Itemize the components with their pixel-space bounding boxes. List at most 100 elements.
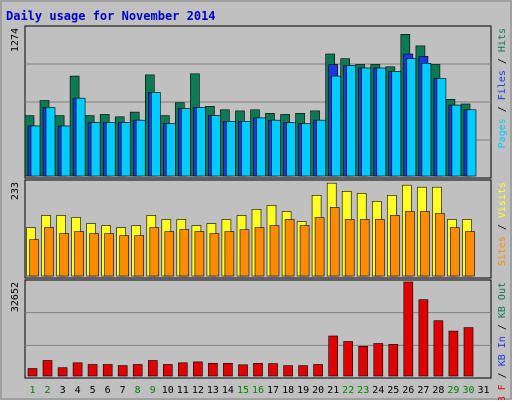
bar: [433, 320, 444, 377]
x-tick-label: 14: [222, 385, 234, 396]
bar: [181, 108, 191, 177]
bar: [27, 368, 38, 377]
legend-entry: Visits: [497, 182, 508, 218]
legend-entry: Pages: [497, 118, 508, 148]
bar: [193, 361, 203, 377]
legend-entry: /: [497, 366, 508, 384]
legend-entry: /: [497, 52, 508, 70]
legend-entry: KB Out: [497, 282, 508, 318]
x-tick-label: 10: [162, 385, 174, 396]
x-tick-label: 12: [192, 385, 204, 396]
bar: [87, 364, 98, 377]
bar: [42, 360, 53, 377]
bar: [435, 213, 445, 277]
bar: [60, 125, 71, 177]
bar: [284, 219, 295, 277]
legend-entry: /: [497, 218, 508, 236]
x-tick-label: 25: [387, 385, 399, 396]
bar: [271, 119, 281, 177]
bar: [465, 231, 475, 277]
bar: [224, 231, 235, 277]
bar: [226, 121, 236, 177]
bar: [45, 107, 56, 177]
bar: [391, 71, 402, 177]
bar: [253, 362, 263, 377]
bar: [269, 225, 280, 277]
bar: [376, 67, 387, 177]
bar: [29, 239, 39, 277]
bar: [299, 225, 310, 277]
x-tick-label: 17: [267, 385, 279, 396]
x-tick-label: 31: [477, 385, 489, 396]
x-tick-label: 1: [29, 385, 35, 396]
legend-entry: Hits: [497, 28, 508, 52]
bar: [450, 227, 460, 277]
x-tick-label: 4: [75, 385, 81, 396]
bar: [389, 215, 400, 277]
series-kb-f: [27, 281, 474, 377]
bar: [179, 229, 190, 277]
bar: [404, 211, 415, 277]
legend-entry: KB In: [497, 336, 508, 366]
x-tick-label: 15: [237, 385, 249, 396]
x-tick-label: 16: [252, 385, 264, 396]
legend-entry: KB F: [497, 384, 508, 400]
bar: [72, 362, 83, 377]
y-max-label: 1274: [10, 28, 21, 52]
panel-visits-sites: 233 Sites / Visits: [10, 179, 508, 279]
bar: [132, 364, 143, 377]
bar: [436, 78, 447, 177]
bar: [241, 121, 251, 177]
bar: [208, 362, 218, 377]
x-tick-label: 11: [177, 385, 189, 396]
bar: [166, 123, 176, 177]
bar: [90, 122, 101, 177]
bar: [418, 299, 429, 377]
bar: [75, 97, 86, 177]
x-tick-label: 6: [105, 385, 111, 396]
x-tick-label: 29: [447, 385, 459, 396]
bar: [374, 219, 385, 277]
x-tick-label: 8: [135, 385, 141, 396]
bar: [119, 235, 129, 277]
bar: [313, 364, 323, 377]
bar: [329, 207, 340, 277]
bar: [268, 363, 278, 377]
x-tick-label: 20: [312, 385, 324, 396]
bar: [164, 231, 175, 277]
bar: [74, 231, 84, 277]
bar: [120, 122, 131, 177]
bar: [178, 362, 188, 377]
bar: [298, 365, 308, 377]
y-max-label: 233: [10, 182, 21, 200]
bar: [105, 122, 116, 177]
legend-kbf: KB F / KB In / KB Out: [497, 282, 508, 400]
bar: [59, 233, 69, 277]
bar: [343, 341, 354, 377]
bar: [420, 211, 430, 277]
bar: [388, 343, 399, 377]
bar: [117, 365, 128, 377]
x-axis-labels: 1 2 3 4 5 6 7 8 9 10 11 12 13 14 15 16 17 18 19 20 21 22 23 24 2…: [29, 385, 489, 396]
x-tick-label: 27: [417, 385, 429, 396]
bar: [44, 227, 54, 277]
bar: [286, 122, 296, 177]
bar: [373, 343, 384, 377]
bar: [448, 330, 459, 377]
bar: [403, 281, 414, 377]
bar: [104, 233, 114, 277]
x-tick-label: 24: [372, 385, 384, 396]
x-tick-label: 3: [60, 385, 66, 396]
legend-entry: /: [497, 318, 508, 336]
bar: [466, 109, 477, 177]
x-tick-label: 19: [297, 385, 309, 396]
bar: [331, 75, 342, 177]
x-tick-label: 28: [432, 385, 444, 396]
series-sites: [29, 207, 475, 277]
bar: [421, 62, 432, 177]
panel-hits-files-pages: 1274 Pages / Files / Hits: [10, 25, 508, 179]
bar: [301, 123, 311, 177]
